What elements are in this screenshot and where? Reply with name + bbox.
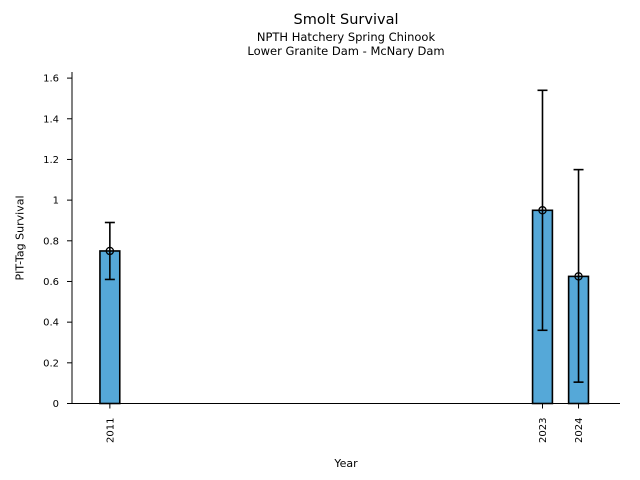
- x-tick-label-2024: 2024: [574, 418, 585, 443]
- y-tick-label-0.8: 0.8: [43, 236, 59, 247]
- x-tick-label-2011: 2011: [105, 418, 116, 443]
- open-circle-marker-2011: [105, 246, 115, 256]
- chart-subtitle-line-1: NPTH Hatchery Spring Chinook: [256, 29, 436, 44]
- x-tick-label-2023: 2023: [538, 418, 549, 443]
- y-tick-label-0: 0: [53, 399, 59, 410]
- y-tick-label-1: 1: [53, 196, 59, 207]
- y-tick-label-0.6: 0.6: [43, 277, 59, 288]
- x-axis-ticks: 2011 2023 2024: [105, 403, 585, 443]
- chart-title: Smolt Survival: [293, 12, 399, 28]
- x-axis-title: Year: [334, 457, 358, 470]
- y-tick-label-1.4: 1.4: [43, 114, 59, 125]
- chart-subtitle-line-2: Lower Granite Dam - McNary Dam: [247, 43, 445, 58]
- open-circle-marker-2024: [574, 272, 583, 281]
- bars-group: [99, 209, 590, 405]
- y-tick-label-0.4: 0.4: [43, 318, 59, 329]
- markers-group: [105, 206, 583, 281]
- y-tick-label-0.2: 0.2: [43, 358, 59, 369]
- open-circle-marker-2023: [538, 206, 547, 215]
- y-tick-label-1.2: 1.2: [43, 155, 59, 166]
- y-axis-ticks: 0 0.2 0.4 0.6 0.8 1 1.2 1.4 1.6: [43, 74, 72, 410]
- y-tick-label-1.6: 1.6: [43, 74, 59, 85]
- errorbars-group: [104, 89, 584, 383]
